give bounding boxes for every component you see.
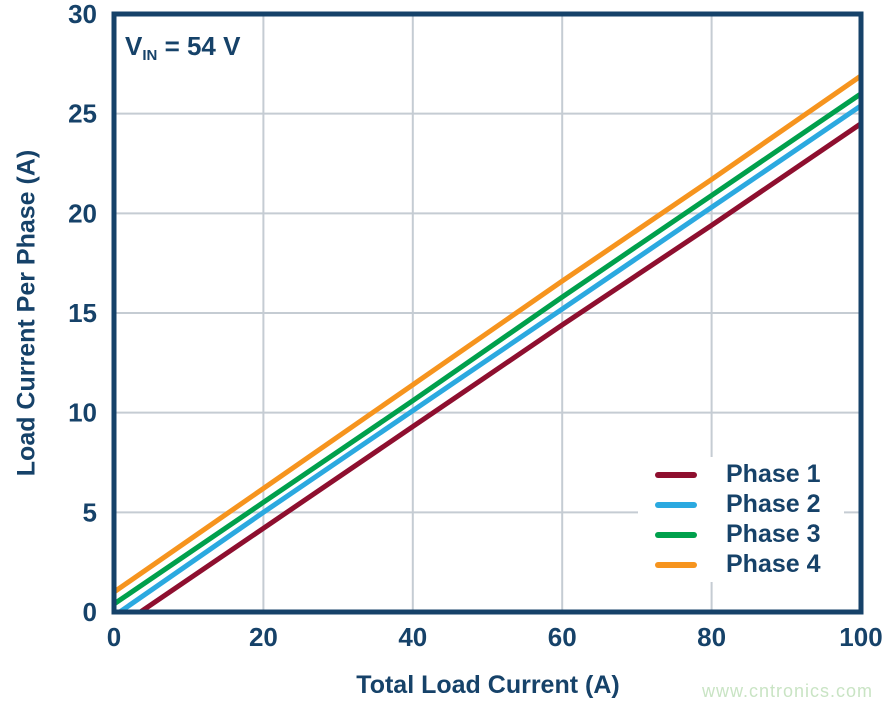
y-tick-label: 10 <box>68 398 97 428</box>
legend-label-phase-1: Phase 1 <box>726 460 821 488</box>
plot-border <box>111 11 864 615</box>
y-tick-label: 20 <box>68 198 97 228</box>
x-tick-label: 40 <box>398 622 427 652</box>
x-tick-label: 60 <box>548 622 577 652</box>
x-tick-label: 0 <box>107 622 121 652</box>
legend-swatch-phase-1 <box>655 471 697 478</box>
x-axis-title: Total Load Current (A) <box>356 671 620 699</box>
legend-label-phase-2: Phase 2 <box>726 490 821 518</box>
series-line-phase-1 <box>139 122 859 610</box>
vin-subscript: IN <box>142 47 158 64</box>
vin-symbol: V <box>125 31 143 61</box>
y-tick-label: 0 <box>83 597 97 627</box>
legend: Phase 1 Phase 2 Phase 3 Phase 4 <box>638 457 844 582</box>
watermark: www.cntronics.com <box>701 681 873 701</box>
vin-annotation: VIN = 54 V <box>125 31 241 64</box>
legend-label-phase-3: Phase 3 <box>726 520 821 548</box>
y-tick-label: 15 <box>68 298 97 328</box>
legend-swatch-phase-3 <box>655 531 697 538</box>
x-tick-label: 100 <box>839 622 882 652</box>
legend-item-phase-3: Phase 3 <box>655 522 844 547</box>
legend-item-phase-4: Phase 4 <box>655 552 844 577</box>
x-tick-label: 20 <box>249 622 278 652</box>
y-tick-label: 5 <box>83 497 97 527</box>
series-line-phase-2 <box>118 104 859 610</box>
y-tick-label: 25 <box>68 99 97 129</box>
legend-swatch-phase-2 <box>655 501 697 508</box>
y-tick-label: 30 <box>68 0 97 29</box>
legend-item-phase-2: Phase 2 <box>655 492 844 517</box>
legend-swatch-phase-4 <box>655 561 697 568</box>
x-tick-label: 80 <box>697 622 726 652</box>
y-axis-title: Load Current Per Phase (A) <box>12 149 41 477</box>
vin-value: = 54 V <box>157 31 241 61</box>
legend-label-phase-4: Phase 4 <box>726 550 821 578</box>
legend-item-phase-1: Phase 1 <box>655 462 844 487</box>
series-line-phase-4 <box>116 74 859 594</box>
series-line-phase-3 <box>116 92 859 606</box>
